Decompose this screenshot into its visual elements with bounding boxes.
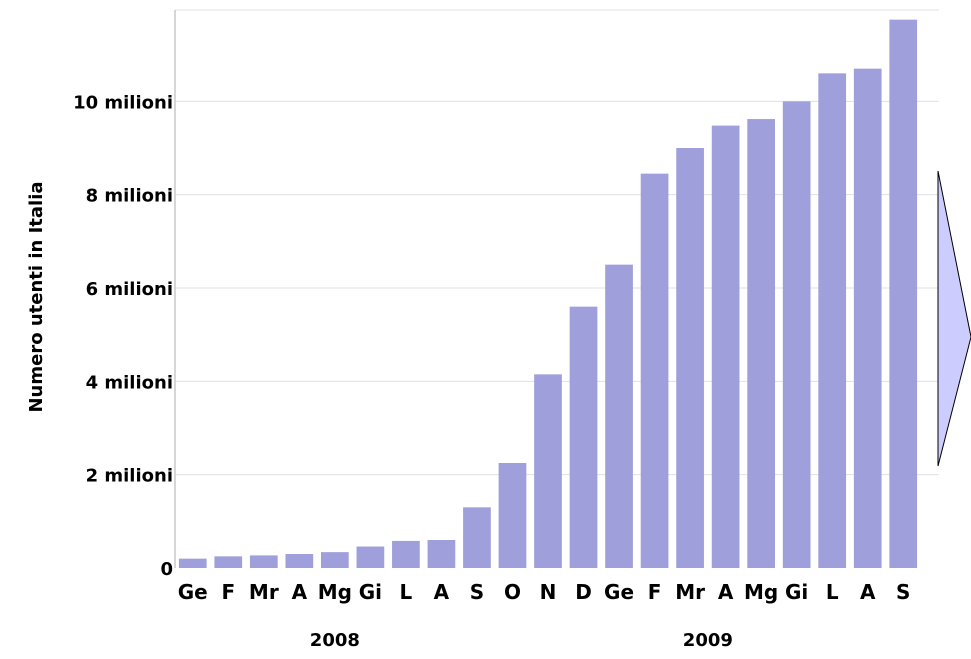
x-tick-label: A xyxy=(718,580,734,604)
y-tick-labels: 0 2 milioni 4 milioni 6 milioni 8 milioni 10 … xyxy=(73,92,173,580)
next-arrow-icon[interactable] xyxy=(937,170,971,467)
bar xyxy=(782,101,811,568)
bar xyxy=(285,554,314,568)
bar xyxy=(249,555,278,568)
x-tick-label: Ge xyxy=(604,580,634,604)
x-tick-label: L xyxy=(826,580,839,604)
x-tick-label: L xyxy=(400,580,413,604)
bar xyxy=(356,546,385,568)
bar xyxy=(818,73,847,568)
x-tick-label: Gi xyxy=(785,580,808,604)
bar xyxy=(321,552,349,568)
bar xyxy=(392,540,420,568)
bar xyxy=(676,148,704,568)
year-label: 2009 xyxy=(683,630,733,651)
gridlines xyxy=(175,9,939,476)
y-tick-label: 10 milioni xyxy=(73,92,173,113)
x-tick-label: D xyxy=(575,580,592,604)
y-tick-label: 0 xyxy=(160,559,173,580)
bar xyxy=(853,68,882,569)
x-tick-label: Mg xyxy=(744,580,778,604)
x-tick-label: S xyxy=(896,580,910,604)
bar xyxy=(534,374,562,568)
bar xyxy=(640,173,669,568)
x-tick-labels: Ge F Mr A Mg Gi L A S O N D Ge F Mr A Mg Gi L A S xyxy=(178,580,911,604)
x-tick-label: Mr xyxy=(249,580,279,604)
y-tick-label: 2 milioni xyxy=(86,466,173,487)
year-labels: 2008 2009 xyxy=(310,630,733,651)
bar xyxy=(463,507,491,568)
bar xyxy=(178,558,207,568)
bars xyxy=(178,19,918,569)
bar xyxy=(569,306,598,568)
year-label: 2008 xyxy=(310,630,360,651)
bar xyxy=(711,125,740,568)
x-tick-label: Ge xyxy=(178,580,208,604)
bar xyxy=(889,19,918,568)
bar xyxy=(214,556,243,568)
x-tick-label: A xyxy=(292,580,308,604)
bar xyxy=(427,540,456,568)
x-tick-label: Mg xyxy=(318,580,352,604)
y-tick-label: 8 milioni xyxy=(86,186,173,207)
y-tick-label: 6 milioni xyxy=(86,279,173,300)
y-tick-label: 4 milioni xyxy=(86,372,173,393)
bar xyxy=(498,463,527,568)
y-axis-label: Numero utenti in Italia xyxy=(26,181,47,412)
x-tick-label: F xyxy=(648,580,662,604)
x-tick-label: A xyxy=(860,580,876,604)
x-tick-label: F xyxy=(221,580,235,604)
x-tick-label: Gi xyxy=(359,580,382,604)
bar xyxy=(747,119,775,569)
x-tick-label: O xyxy=(504,580,521,604)
x-tick-label: A xyxy=(434,580,450,604)
bar xyxy=(605,264,633,568)
x-tick-label: S xyxy=(470,580,484,604)
x-tick-label: N xyxy=(540,580,557,604)
x-tick-label: Mr xyxy=(675,580,705,604)
